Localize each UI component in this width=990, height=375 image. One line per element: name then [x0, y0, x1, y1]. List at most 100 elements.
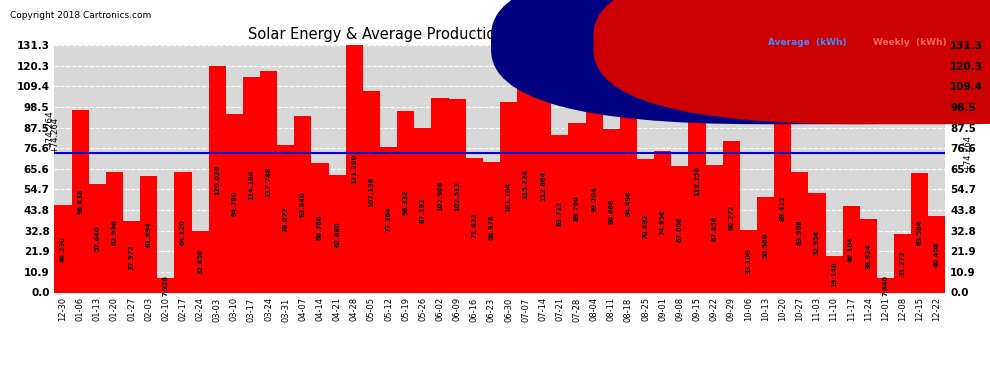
Text: 86.668: 86.668: [608, 198, 615, 223]
Bar: [432, 98, 448, 292]
Bar: [71, 110, 89, 292]
Text: 61.694: 61.694: [146, 222, 151, 247]
Text: Weekly  (kWh): Weekly (kWh): [873, 38, 946, 47]
Text: 57.640: 57.640: [94, 225, 100, 251]
Bar: [551, 135, 568, 292]
Bar: [363, 90, 380, 292]
Text: 64.120: 64.120: [180, 219, 186, 245]
Text: 63.996: 63.996: [112, 219, 118, 245]
Text: +74.264: +74.264: [963, 135, 972, 171]
Bar: [243, 77, 260, 292]
Bar: [294, 116, 312, 292]
Bar: [654, 151, 671, 292]
Bar: [157, 278, 174, 292]
Bar: [911, 172, 929, 292]
Text: 117.748: 117.748: [265, 166, 271, 196]
Text: +74.264: +74.264: [50, 117, 59, 153]
Bar: [174, 172, 191, 292]
Bar: [809, 193, 826, 292]
Bar: [191, 231, 209, 292]
Text: 63.584: 63.584: [917, 220, 923, 245]
Bar: [535, 80, 551, 292]
Text: 71.432: 71.432: [471, 212, 477, 238]
Text: 114.184: 114.184: [248, 170, 254, 200]
Text: 87.192: 87.192: [420, 198, 426, 223]
Bar: [774, 124, 791, 292]
Text: 7.926: 7.926: [162, 274, 169, 296]
Text: 89.412: 89.412: [780, 195, 786, 221]
Text: 74.956: 74.956: [659, 209, 665, 235]
Text: 99.204: 99.204: [591, 186, 597, 212]
Text: 40.408: 40.408: [934, 242, 940, 267]
Bar: [688, 70, 706, 292]
Text: 19.148: 19.148: [831, 262, 838, 287]
Bar: [54, 206, 71, 292]
Text: 77.364: 77.364: [385, 207, 392, 232]
Bar: [226, 114, 243, 292]
Bar: [859, 219, 877, 292]
Bar: [414, 128, 432, 292]
Text: 33.100: 33.100: [745, 249, 751, 274]
Text: 67.856: 67.856: [711, 216, 717, 241]
Text: 120.020: 120.020: [214, 164, 220, 195]
Text: 101.104: 101.104: [506, 182, 512, 212]
Bar: [141, 176, 157, 292]
Text: 7.840: 7.840: [882, 274, 888, 296]
Bar: [929, 216, 945, 292]
Bar: [517, 75, 535, 292]
Text: 94.496: 94.496: [626, 190, 632, 216]
Text: Average  (kWh): Average (kWh): [768, 38, 846, 47]
Bar: [346, 45, 363, 292]
Bar: [123, 221, 141, 292]
Title: Solar Energy & Average Production Last 52 Weeks  Tue Dec 25 16:21: Solar Energy & Average Production Last 5…: [248, 27, 752, 42]
Text: Copyright 2018 Cartronics.com: Copyright 2018 Cartronics.com: [10, 11, 151, 20]
Text: 80.272: 80.272: [729, 204, 735, 230]
Bar: [757, 197, 774, 292]
Text: 78.072: 78.072: [283, 206, 289, 232]
Text: 107.136: 107.136: [368, 176, 374, 207]
FancyBboxPatch shape: [491, 0, 990, 124]
Text: 38.924: 38.924: [865, 243, 871, 268]
Bar: [842, 206, 859, 292]
Bar: [637, 159, 654, 292]
Text: 63.908: 63.908: [797, 219, 803, 245]
Bar: [877, 278, 894, 292]
Text: 46.104: 46.104: [848, 236, 854, 262]
Bar: [568, 123, 586, 292]
Bar: [894, 234, 911, 292]
Text: 102.512: 102.512: [454, 181, 460, 211]
Bar: [209, 66, 226, 292]
Bar: [483, 162, 500, 292]
Text: 96.332: 96.332: [403, 189, 409, 214]
Text: 37.972: 37.972: [129, 244, 135, 270]
Bar: [448, 99, 465, 292]
Text: 70.692: 70.692: [643, 213, 648, 238]
Text: →74.264: →74.264: [46, 110, 54, 149]
Text: 62.080: 62.080: [335, 221, 341, 247]
Text: 118.256: 118.256: [694, 166, 700, 196]
Bar: [277, 146, 294, 292]
Text: 94.780: 94.780: [232, 190, 238, 216]
Text: 131.280: 131.280: [351, 154, 357, 184]
Bar: [397, 111, 414, 292]
Bar: [671, 166, 688, 292]
Text: 115.224: 115.224: [523, 169, 529, 199]
Bar: [826, 256, 842, 292]
Text: 89.760: 89.760: [574, 195, 580, 221]
Text: 52.956: 52.956: [814, 230, 820, 255]
Bar: [740, 230, 757, 292]
Text: 46.230: 46.230: [60, 236, 66, 262]
Text: 102.968: 102.968: [437, 180, 443, 211]
Bar: [603, 129, 620, 292]
Text: 68.976: 68.976: [488, 214, 494, 240]
Bar: [106, 172, 123, 292]
Bar: [89, 184, 106, 292]
Bar: [312, 163, 329, 292]
Bar: [706, 165, 723, 292]
Text: 32.856: 32.856: [197, 249, 203, 274]
Text: 67.008: 67.008: [677, 216, 683, 242]
Bar: [465, 158, 483, 292]
Text: 68.768: 68.768: [317, 215, 323, 240]
Bar: [723, 141, 740, 292]
Bar: [620, 114, 637, 292]
